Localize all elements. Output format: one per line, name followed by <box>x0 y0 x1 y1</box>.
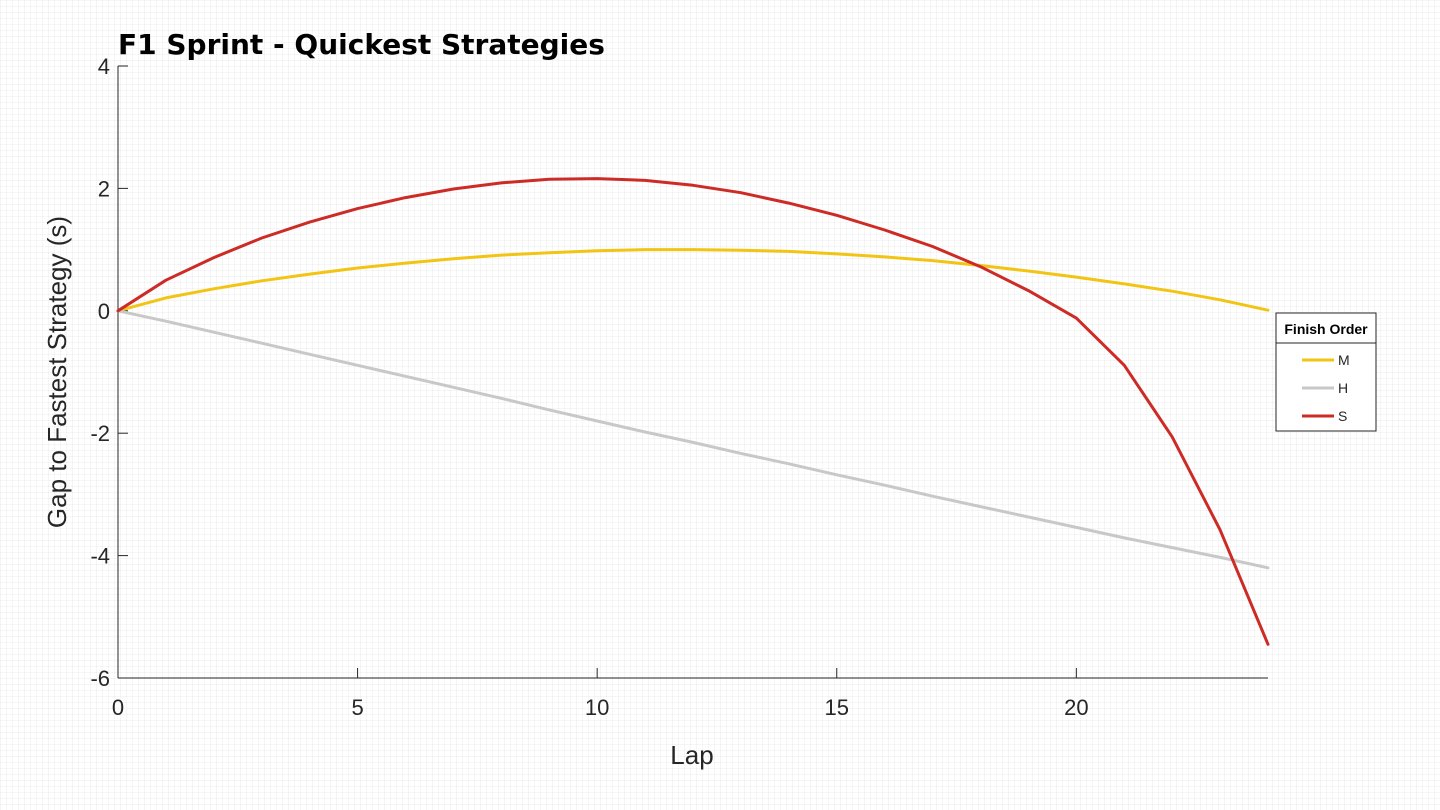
y-tick-label: 0 <box>98 299 110 324</box>
legend-box <box>1275 312 1377 432</box>
y-tick-label: -4 <box>90 544 110 569</box>
axes <box>117 66 1268 679</box>
x-tick-label: 5 <box>351 695 363 720</box>
y-tick-label: 2 <box>98 176 110 201</box>
series-line-s <box>116 177 1270 646</box>
legend-title: Finish Order <box>1284 321 1368 337</box>
x-tick-label: 0 <box>112 695 124 720</box>
legend-items: MHS <box>1302 352 1350 424</box>
legend-label-h: H <box>1338 380 1348 396</box>
x-tick-label: 15 <box>825 695 849 720</box>
chart-title: F1 Sprint - Quickest Strategies <box>118 28 605 61</box>
y-tick-label: 4 <box>98 54 110 79</box>
x-axis-label: Lap <box>670 740 713 770</box>
x-tick-label: 10 <box>585 695 609 720</box>
y-axis-label: Gap to Fastest Strategy (s) <box>42 216 72 528</box>
series-lines <box>116 177 1270 646</box>
y-tick-label: -2 <box>90 421 110 446</box>
legend-label-s: S <box>1338 408 1347 424</box>
y-tick-label: -6 <box>90 666 110 691</box>
x-tick-label: 20 <box>1064 695 1088 720</box>
series-line-h <box>116 309 1270 570</box>
series-line-m <box>116 248 1270 313</box>
legend-label-m: M <box>1338 352 1350 368</box>
legend: Finish Order MHS <box>1275 312 1377 432</box>
